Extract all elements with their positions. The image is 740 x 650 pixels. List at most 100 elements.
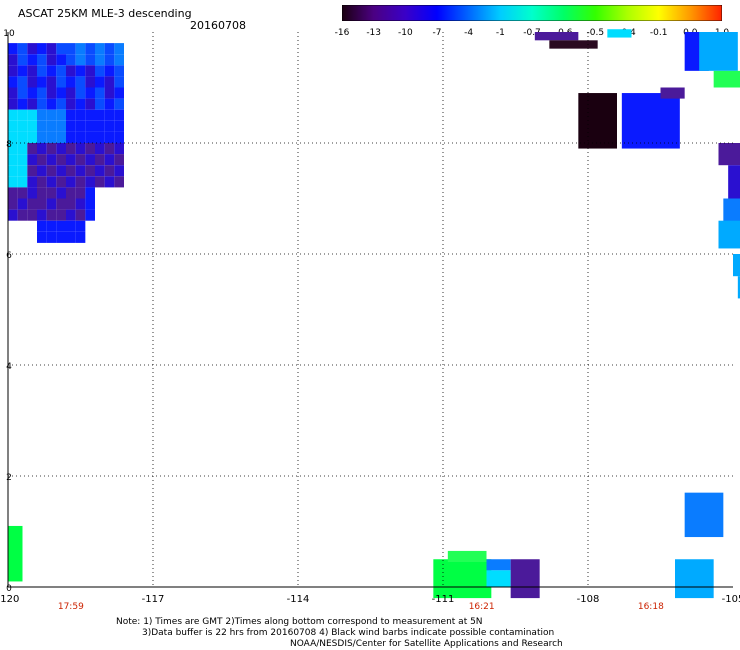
y-tick-label: 8 bbox=[6, 140, 12, 150]
wind-cell bbox=[66, 165, 76, 177]
colorbar bbox=[342, 5, 722, 21]
wind-cell bbox=[17, 198, 28, 210]
note-line-2: 3)Data buffer is 22 hrs from 20160708 4)… bbox=[142, 628, 555, 638]
wind-cell bbox=[114, 65, 124, 77]
wind-cell bbox=[56, 220, 66, 232]
wind-cell bbox=[17, 65, 28, 77]
wind-cell bbox=[56, 231, 66, 243]
y-tick-label: 0 bbox=[6, 584, 12, 594]
wind-cell bbox=[66, 143, 76, 155]
wind-cell bbox=[95, 98, 105, 110]
colorbar-tick-label: -7 bbox=[433, 28, 442, 38]
y-tick-label: 4 bbox=[6, 362, 12, 372]
wind-cell bbox=[85, 209, 95, 221]
wind-cell bbox=[17, 120, 28, 132]
wind-cell bbox=[17, 87, 28, 99]
wind-cell bbox=[104, 87, 115, 99]
wind-cell bbox=[46, 98, 57, 110]
wind-cell bbox=[37, 176, 47, 188]
wind-cell bbox=[46, 231, 57, 243]
wind-cell bbox=[46, 65, 57, 77]
wind-cell bbox=[95, 120, 105, 132]
wind-cell bbox=[8, 143, 18, 155]
wind-cell bbox=[75, 43, 86, 55]
wind-cell bbox=[37, 87, 47, 99]
wind-cell bbox=[75, 165, 86, 177]
wind-cell bbox=[104, 176, 115, 188]
wind-cell bbox=[8, 43, 18, 55]
wind-cell bbox=[85, 131, 95, 143]
wind-cell bbox=[713, 70, 740, 88]
x-tick-label: -117 bbox=[142, 594, 165, 605]
map-date: 20160708 bbox=[190, 19, 246, 32]
wind-cell bbox=[27, 98, 37, 110]
wind-cell bbox=[104, 65, 115, 77]
wind-cell bbox=[37, 143, 47, 155]
wind-cell bbox=[95, 43, 105, 55]
wind-cell bbox=[66, 154, 76, 166]
x-tick-label: -105 bbox=[722, 594, 740, 605]
wind-cell bbox=[17, 187, 28, 199]
wind-cell bbox=[46, 154, 57, 166]
wind-cell bbox=[56, 98, 66, 110]
x-tick-label: -108 bbox=[577, 594, 600, 605]
wind-cell bbox=[56, 165, 66, 177]
wind-cell bbox=[27, 131, 37, 143]
wind-cell bbox=[8, 54, 18, 66]
wind-cell bbox=[56, 43, 66, 55]
y-tick-label: 10 bbox=[3, 29, 15, 39]
wind-cell bbox=[114, 87, 124, 99]
wind-cell bbox=[56, 187, 66, 199]
wind-cell bbox=[104, 143, 115, 155]
wind-cell bbox=[37, 165, 47, 177]
wind-cell bbox=[75, 187, 86, 199]
wind-cell bbox=[85, 109, 95, 121]
wind-cell bbox=[46, 54, 57, 66]
wind-cell bbox=[37, 220, 47, 232]
wind-cell bbox=[56, 87, 66, 99]
wind-cell bbox=[17, 209, 28, 221]
wind-cell bbox=[8, 98, 18, 110]
wind-cell bbox=[95, 87, 105, 99]
wind-cell bbox=[699, 32, 738, 71]
wind-cell bbox=[85, 143, 95, 155]
wind-cell bbox=[85, 165, 95, 177]
wind-cell bbox=[66, 87, 76, 99]
wind-cell bbox=[17, 176, 28, 188]
wind-cell bbox=[56, 209, 66, 221]
wind-cell bbox=[27, 43, 37, 55]
wind-cell bbox=[8, 120, 18, 132]
wind-cell bbox=[66, 54, 76, 66]
wind-cell bbox=[37, 98, 47, 110]
wind-cell bbox=[75, 231, 86, 243]
x-tick-label: -111 bbox=[432, 594, 455, 605]
wind-cell bbox=[66, 176, 76, 188]
wind-cell bbox=[85, 65, 95, 77]
wind-cell bbox=[660, 87, 685, 99]
wind-cell bbox=[66, 98, 76, 110]
wind-cell bbox=[8, 187, 18, 199]
wind-cell bbox=[75, 143, 86, 155]
wind-cell bbox=[8, 87, 18, 99]
wind-cell bbox=[75, 220, 86, 232]
wind-cell bbox=[114, 43, 124, 55]
colorbar-tick-label: -13 bbox=[366, 28, 381, 38]
wind-cell bbox=[114, 154, 124, 166]
x-tick-label: -120 bbox=[0, 594, 19, 605]
wind-cell bbox=[27, 187, 37, 199]
wind-cell bbox=[104, 165, 115, 177]
wind-cell bbox=[95, 131, 105, 143]
wind-cell bbox=[95, 109, 105, 121]
wind-cell bbox=[37, 76, 47, 88]
wind-cell bbox=[85, 176, 95, 188]
wind-cell bbox=[8, 131, 18, 143]
wind-cell bbox=[114, 109, 124, 121]
wind-cell bbox=[56, 154, 66, 166]
wind-cell bbox=[17, 54, 28, 66]
wind-cell bbox=[17, 143, 28, 155]
wind-cell bbox=[85, 43, 95, 55]
wind-cell bbox=[27, 154, 37, 166]
wind-cell bbox=[104, 154, 115, 166]
wind-cell bbox=[114, 176, 124, 188]
wind-cell bbox=[27, 120, 37, 132]
